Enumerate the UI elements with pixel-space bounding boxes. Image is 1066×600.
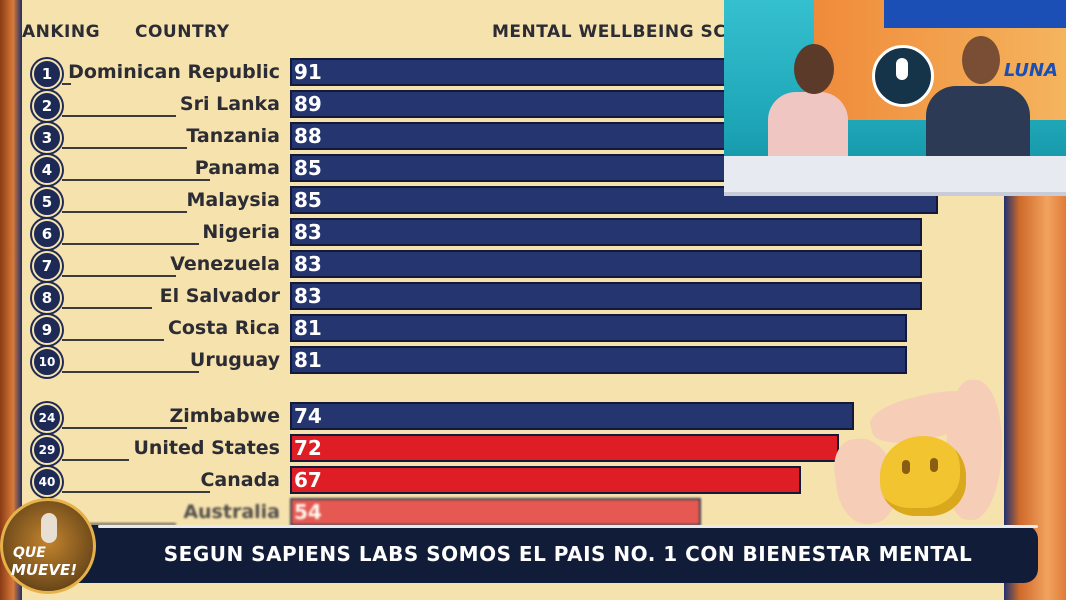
score-value: 67 [294,468,322,492]
score-value: 81 [294,316,322,340]
country-label: Malaysia [186,189,280,211]
country-label: Costa Rica [167,317,280,339]
leader-line [62,275,176,277]
country-label: Sri Lanka [179,93,280,115]
rank-badge: 10 [32,347,62,377]
score-bar [290,250,923,278]
leader-line [62,523,176,525]
score-value: 85 [294,156,322,180]
score-bar [290,186,938,214]
score-value: 85 [294,188,322,212]
score-bar [290,434,839,462]
leader-line [62,83,72,85]
country-label: El Salvador [159,285,280,307]
country-label: Uruguay [189,349,280,371]
score-bar [290,402,854,430]
rank-badge: 4 [32,155,62,185]
country-label: Zimbabwe [169,405,280,427]
rank-badge: 24 [32,403,62,433]
country-label: Nigeria [202,221,280,243]
show-logo-line1: QUE [13,545,46,561]
microphone-icon [872,45,934,107]
rank-badge: 2 [32,91,62,121]
score-bar [290,282,923,310]
score-bar [290,498,702,526]
country-label: Australia [183,501,280,523]
studio-desk [724,156,1066,192]
score-header: MENTAL WELLBEING SCORE [492,22,767,42]
ticker-text: SEGUN SAPIENS LABS SOMOS EL PAIS NO. 1 C… [163,542,973,566]
show-logo-line2: MUEVE! [11,561,78,579]
score-value: 74 [294,404,322,428]
rank-badge: 6 [32,219,62,249]
rank-badge: 5 [32,187,62,217]
score-value: 91 [294,60,322,84]
rank-badge: 3 [32,123,62,153]
score-value: 83 [294,284,322,308]
leader-line [62,459,130,461]
score-bar [290,346,908,374]
rank-badge: 9 [32,315,62,345]
leader-line [62,243,199,245]
score-value: 72 [294,436,322,460]
studio-camera-inset: LUNA [724,0,1066,196]
score-bar [290,218,923,246]
score-value: 88 [294,124,322,148]
score-value: 89 [294,92,322,116]
score-bar [290,314,908,342]
rank-badge: 1 [32,59,62,89]
studio-blue-bar [884,0,1066,28]
leader-line [62,491,211,493]
leader-line [62,427,188,429]
studio-frame-left [0,0,22,600]
leader-line [62,307,153,309]
rank-badge: 29 [32,435,62,465]
country-label: Dominican Republic [68,61,280,83]
country-label: United States [133,437,280,459]
news-ticker: SEGUN SAPIENS LABS SOMOS EL PAIS NO. 1 C… [18,525,1038,583]
rank-badge: 8 [32,283,62,313]
score-value: 83 [294,252,322,276]
score-bar [290,466,801,494]
show-logo-microphone-icon [41,513,57,543]
country-label: Venezuela [170,253,280,275]
ticker-top-line [98,525,1038,528]
country-label: Canada [200,469,280,491]
rank-badge: 40 [32,467,62,497]
smiling-heart-icon [880,436,966,516]
leader-line [62,115,176,117]
channel-logo: LUNA [1003,60,1058,81]
hands-heart-graphic [830,378,1007,528]
leader-line [62,211,188,213]
country-header: COUNTRY [135,22,230,42]
leader-line [62,147,188,149]
country-label: Tanzania [186,125,280,147]
score-value: 81 [294,348,322,372]
score-value: 83 [294,220,322,244]
rank-badge: 7 [32,251,62,281]
country-label: Panama [194,157,280,179]
ranking-header: ANKING [22,22,101,42]
leader-line [62,179,211,181]
score-value: 54 [294,500,322,524]
show-logo: QUE MUEVE! [0,498,96,594]
leader-line [62,371,199,373]
leader-line [62,339,164,341]
